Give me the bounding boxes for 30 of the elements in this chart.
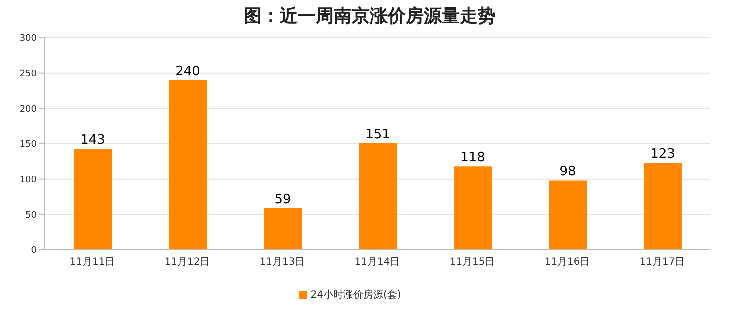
bar bbox=[264, 208, 302, 250]
bar bbox=[454, 166, 492, 250]
x-tick-label: 11月16日 bbox=[544, 257, 590, 268]
bar bbox=[644, 163, 682, 250]
bar bbox=[549, 180, 587, 250]
bar bbox=[169, 80, 207, 250]
data-label: 59 bbox=[274, 192, 292, 208]
data-label: 143 bbox=[80, 132, 106, 148]
y-tick-label: 250 bbox=[20, 70, 38, 80]
x-tick-label: 11月13日 bbox=[260, 257, 306, 268]
y-tick-label: 50 bbox=[26, 210, 38, 221]
y-tick-label: 100 bbox=[20, 176, 38, 186]
bar bbox=[359, 143, 397, 250]
data-label: 118 bbox=[460, 150, 486, 166]
bar bbox=[74, 148, 112, 250]
x-tick-label: 11月17日 bbox=[640, 257, 686, 268]
y-tick-label: 0 bbox=[31, 246, 38, 256]
data-label: 123 bbox=[650, 147, 676, 162]
x-tick-label: 11月11日 bbox=[70, 257, 116, 268]
legend-label: 24小时涨价房源(套) bbox=[310, 290, 402, 301]
data-label: 98 bbox=[560, 164, 576, 180]
y-tick-label: 150 bbox=[20, 140, 38, 150]
data-label: 240 bbox=[176, 64, 200, 80]
x-tick-label: 11月14日 bbox=[354, 257, 400, 268]
y-tick-label: 300 bbox=[20, 34, 38, 44]
data-label: 151 bbox=[366, 127, 390, 142]
y-tick-label: 200 bbox=[20, 104, 38, 115]
x-tick-label: 11月12日 bbox=[164, 257, 210, 268]
x-tick-label: 11月15日 bbox=[450, 257, 496, 268]
chart-title: 图：近一周南京涨价房源量走势 bbox=[243, 5, 497, 28]
